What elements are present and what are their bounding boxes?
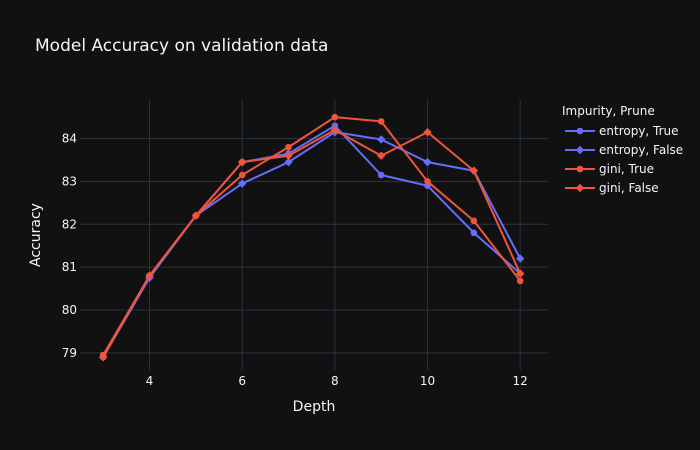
- data-point-gini-false: [469, 166, 479, 175]
- y-tick-label: 79: [62, 346, 77, 360]
- series-gini-false: [98, 125, 525, 362]
- x-tick-labels: 4 6 8 10 12: [146, 374, 528, 388]
- x-tick-label: 8: [331, 374, 339, 388]
- x-tick-label: 10: [420, 374, 435, 388]
- data-point-gini-true: [238, 171, 246, 179]
- data-point-entropy-false: [376, 135, 386, 144]
- data-point-gini-false: [423, 127, 432, 137]
- legend-swatch-marker: [576, 165, 584, 173]
- data-point-gini-true: [285, 143, 292, 151]
- legend-swatch-marker: [575, 183, 585, 193]
- data-point-entropy-true: [331, 122, 339, 130]
- x-tick-label: 4: [146, 374, 154, 388]
- legend: Impurity, Prune entropy, True entropy, Fa…: [562, 104, 683, 195]
- legend-item-entropy-true[interactable]: entropy, True: [565, 124, 679, 138]
- grid-layer: [80, 100, 548, 370]
- legend-label: entropy, True: [599, 124, 679, 138]
- legend-label: entropy, False: [599, 143, 683, 157]
- legend-swatch-marker: [576, 127, 584, 135]
- data-point-gini-false: [145, 271, 154, 280]
- data-point-gini-false: [515, 269, 525, 278]
- data-point-entropy-false: [515, 254, 525, 263]
- legend-swatch-marker: [575, 145, 585, 155]
- data-point-entropy-false: [237, 179, 247, 188]
- legend-item-entropy-false[interactable]: entropy, False: [565, 143, 683, 157]
- data-point-gini-false: [98, 352, 108, 362]
- data-point-entropy-false: [284, 157, 293, 167]
- series-layer: [98, 113, 525, 362]
- y-tick-labels: 79 80 81 82 83 84: [62, 132, 77, 360]
- legend-title: Impurity, Prune: [562, 104, 655, 118]
- y-tick-label: 83: [62, 174, 77, 188]
- chart-title: Model Accuracy on validation data: [35, 36, 328, 56]
- data-point-entropy-false: [423, 157, 432, 167]
- x-tick-label: 12: [513, 374, 528, 388]
- legend-label: gini, False: [599, 181, 659, 195]
- data-point-gini-true: [377, 118, 385, 125]
- x-tick-label: 6: [238, 374, 246, 388]
- data-point-gini-true: [424, 178, 431, 185]
- data-point-gini-false: [330, 125, 340, 135]
- data-point-gini-false: [376, 151, 386, 160]
- x-axis-title: Depth: [293, 399, 336, 415]
- legend-item-gini-true[interactable]: gini, True: [565, 162, 654, 176]
- y-axis-title: Accuracy: [28, 203, 44, 267]
- data-point-gini-false: [191, 211, 201, 220]
- legend-item-gini-false[interactable]: gini, False: [565, 181, 659, 195]
- data-point-gini-false: [284, 151, 293, 160]
- y-tick-label: 82: [62, 217, 77, 231]
- data-point-gini-true: [516, 277, 524, 285]
- legend-label: gini, True: [599, 162, 654, 176]
- y-tick-label: 80: [62, 303, 77, 317]
- data-point-gini-true: [331, 113, 339, 121]
- series-line-gini-false: [102, 129, 522, 358]
- data-point-entropy-true: [470, 229, 478, 237]
- y-tick-label: 84: [62, 132, 77, 146]
- data-point-gini-true: [470, 217, 478, 225]
- data-point-gini-false: [237, 157, 247, 167]
- legend-items: entropy, True entropy, False gini, True gin…: [565, 124, 683, 195]
- data-point-entropy-true: [377, 171, 385, 179]
- y-tick-label: 81: [62, 260, 77, 274]
